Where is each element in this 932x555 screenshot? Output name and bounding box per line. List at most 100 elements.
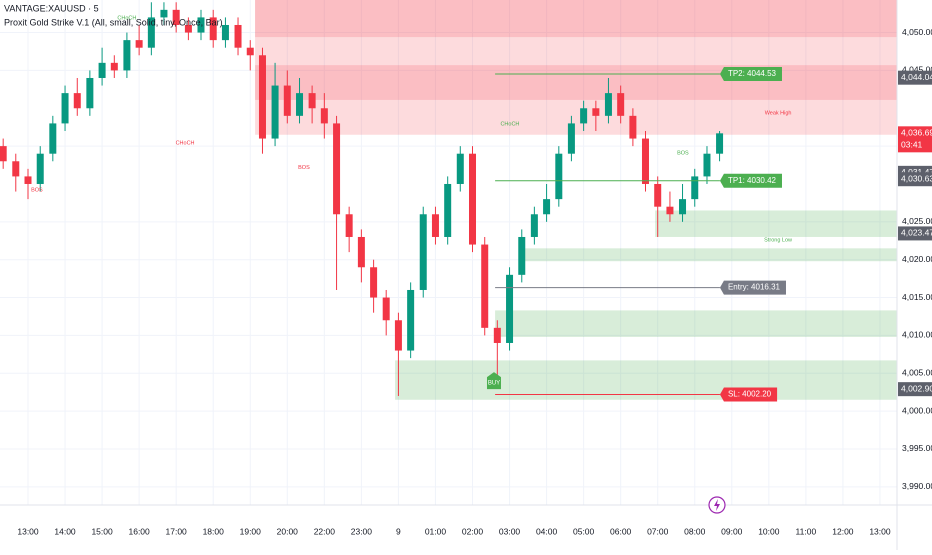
chart-title: VANTAGE:XAUUSD · 5 bbox=[4, 3, 99, 13]
x-tick-label: 06:00 bbox=[610, 526, 632, 536]
x-tick-label: 11:00 bbox=[796, 526, 817, 536]
candle-body bbox=[641, 138, 649, 184]
annotation: Weak High bbox=[765, 110, 792, 116]
y-tick-label: 4,025.00 bbox=[902, 216, 932, 226]
price-badge-label: 4,030.63 bbox=[901, 173, 932, 183]
price-badge-label: 4,031.47 bbox=[901, 167, 932, 177]
candle-body bbox=[258, 55, 266, 139]
zone bbox=[525, 248, 897, 262]
price-badge bbox=[898, 126, 932, 153]
candle-body bbox=[567, 123, 575, 154]
y-tick-label: 4,020.00 bbox=[902, 254, 932, 264]
candle-body bbox=[283, 85, 291, 116]
candle-body bbox=[234, 24, 242, 48]
candle-body bbox=[36, 153, 44, 184]
x-tick-label: 10:00 bbox=[758, 526, 780, 536]
candle-body bbox=[0, 146, 7, 162]
x-tick-label: 07:00 bbox=[647, 526, 669, 536]
x-tick-label: 05:00 bbox=[573, 526, 595, 536]
level-label: TP1: 4030.42 bbox=[728, 176, 777, 185]
candle-body bbox=[382, 297, 390, 321]
candle-body bbox=[431, 214, 439, 237]
candle-body bbox=[184, 24, 192, 33]
candle-body bbox=[679, 199, 687, 215]
candle-body bbox=[456, 153, 464, 184]
candle-body bbox=[172, 9, 180, 25]
x-tick-label: 15:00 bbox=[91, 526, 113, 536]
candle-body bbox=[123, 40, 131, 71]
candle-body bbox=[407, 289, 415, 351]
x-tick-label: 12:00 bbox=[832, 526, 854, 536]
candle-body bbox=[716, 133, 724, 154]
annotation: CHoCH bbox=[117, 16, 136, 22]
countdown: 03:41 bbox=[901, 140, 923, 150]
candle-body bbox=[333, 123, 341, 215]
price-badge-label: 4,044.04 bbox=[901, 72, 932, 82]
x-tick-label: 16:00 bbox=[128, 526, 150, 536]
candle-body bbox=[543, 199, 551, 215]
x-tick-label: 03:00 bbox=[499, 526, 521, 536]
candle-body bbox=[209, 17, 217, 41]
candle-body bbox=[617, 93, 625, 116]
x-tick-label: 04:00 bbox=[536, 526, 558, 536]
candle-body bbox=[345, 214, 353, 237]
candle-body bbox=[160, 9, 168, 18]
price-badge bbox=[898, 382, 932, 397]
annotation: BUY bbox=[488, 381, 500, 387]
candle-body bbox=[370, 267, 378, 298]
candle-body bbox=[135, 40, 143, 48]
level-badge bbox=[719, 387, 778, 402]
candle-body bbox=[469, 153, 477, 245]
y-tick-label: 4,000.00 bbox=[902, 405, 932, 415]
x-tick-label: 20:00 bbox=[277, 526, 299, 536]
candle-body bbox=[580, 108, 588, 124]
x-tick-label: 09:00 bbox=[721, 526, 743, 536]
zone bbox=[255, 99, 898, 135]
price-badge bbox=[898, 70, 932, 85]
zone bbox=[655, 210, 897, 237]
price-badge-label: 4,023.47 bbox=[901, 228, 932, 238]
zone bbox=[495, 310, 897, 337]
candle-body bbox=[481, 244, 489, 328]
level-badge bbox=[719, 280, 786, 295]
candle-body bbox=[197, 17, 205, 33]
x-tick-label: 17:00 bbox=[166, 526, 188, 536]
candle-body bbox=[604, 93, 612, 116]
x-tick-label: 23:00 bbox=[351, 526, 373, 536]
candle-body bbox=[308, 93, 316, 109]
annotation: CHoCH bbox=[176, 141, 195, 147]
candle-body bbox=[530, 214, 538, 237]
level-badge bbox=[719, 66, 782, 81]
y-tick-label: 4,005.00 bbox=[902, 368, 932, 378]
annotation: Strong Low bbox=[764, 237, 792, 243]
candle-body bbox=[555, 153, 563, 200]
lightning-icon[interactable] bbox=[708, 496, 726, 514]
candle-body bbox=[419, 214, 427, 290]
candle-body bbox=[394, 320, 402, 351]
candle-body bbox=[629, 115, 637, 139]
candle-body bbox=[357, 236, 365, 268]
annotation: CHoCH bbox=[500, 122, 519, 128]
zone bbox=[395, 360, 897, 400]
candle-body bbox=[49, 123, 57, 154]
level-label: Entry: 4016.31 bbox=[728, 283, 781, 292]
x-tick-label: 19:00 bbox=[240, 526, 262, 536]
candle-body bbox=[592, 108, 600, 116]
x-tick-label: 18:00 bbox=[203, 526, 225, 536]
price-badge bbox=[898, 172, 932, 187]
x-tick-label: 13:00 bbox=[869, 526, 891, 536]
zone bbox=[255, 0, 898, 38]
y-tick-label: 4,010.00 bbox=[902, 330, 932, 340]
x-tick-label: 9 bbox=[396, 526, 401, 536]
candle-body bbox=[506, 274, 514, 343]
candle-body bbox=[110, 62, 118, 71]
price-badge-label: 4,036.69 bbox=[901, 128, 932, 138]
candle-body bbox=[147, 17, 155, 48]
candle-body bbox=[493, 327, 501, 343]
y-tick-label: 3,990.00 bbox=[902, 481, 932, 491]
candle-body bbox=[666, 206, 674, 215]
buy-badge bbox=[486, 372, 501, 390]
candle-body bbox=[518, 236, 526, 275]
